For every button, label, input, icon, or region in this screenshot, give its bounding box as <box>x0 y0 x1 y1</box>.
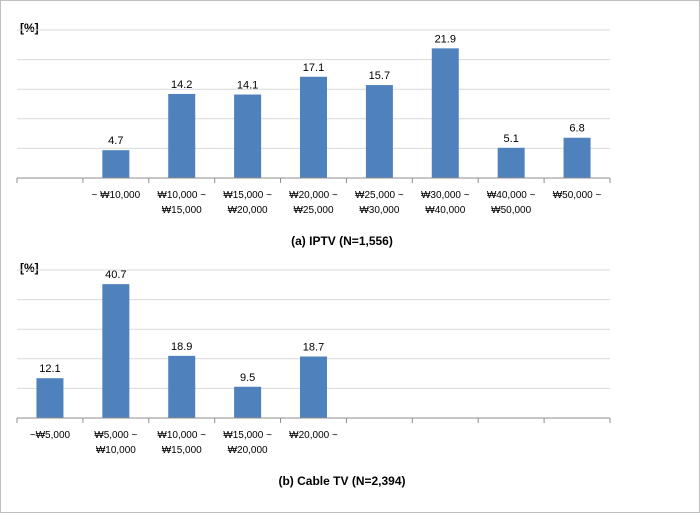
y-unit-label: [%] <box>20 21 39 35</box>
bar <box>563 137 591 178</box>
data-label: 17.1 <box>303 62 324 74</box>
chart-caption: (b) Cable TV (N=2,394) <box>278 474 405 488</box>
chart-panel-iptv: [%] 4.7 14.2 14.1 17.1 15.7 21.9 5.1 6.8 ~ ₩10,… <box>16 21 611 248</box>
data-label: 15.7 <box>369 70 390 82</box>
category-label: ₩50,000 <box>491 205 531 216</box>
chart-panel-cable-tv: [%] 12.1 40.7 18.9 9.5 18.7 ~₩5,000 ₩5,000 ~ ₩… <box>16 261 611 488</box>
bar <box>168 93 196 178</box>
category-label: ₩15,000 <box>162 445 202 456</box>
category-label: ₩10,000 ~ <box>157 430 206 441</box>
bar <box>168 355 196 418</box>
x-axis-ticks <box>16 178 611 183</box>
bar <box>234 386 262 418</box>
bar <box>431 48 459 178</box>
bar-series <box>102 48 591 178</box>
chart-caption: (a) IPTV (N=1,556) <box>291 234 393 248</box>
category-label: ₩20,000 ~ <box>289 430 338 441</box>
category-label: ₩25,000 <box>293 205 333 216</box>
data-labels: 4.7 14.2 14.1 17.1 15.7 21.9 5.1 6.8 <box>108 33 585 147</box>
category-label: ₩25,000 ~ <box>355 190 404 201</box>
category-label: ₩10,000 ~ <box>157 190 206 201</box>
y-unit-label: [%] <box>20 261 39 275</box>
data-label: 5.1 <box>504 133 519 145</box>
category-label: ₩5,000 ~ <box>94 430 137 441</box>
category-label: ~ ₩10,000 <box>92 190 141 201</box>
category-label: ₩15,000 ~ <box>223 190 272 201</box>
category-label: ₩50,000 ~ <box>553 190 602 201</box>
data-label: 40.7 <box>105 269 126 281</box>
category-label: ₩40,000 <box>425 205 465 216</box>
category-label: ₩10,000 <box>96 445 136 456</box>
category-labels: ~₩5,000 ₩5,000 ~ ₩10,000 ₩10,000 ~ ₩15,000 ₩1… <box>30 430 338 456</box>
bar <box>102 284 130 418</box>
data-labels: 12.1 40.7 18.9 9.5 18.7 <box>39 269 324 384</box>
category-label: ₩15,000 <box>162 205 202 216</box>
data-label: 14.1 <box>237 80 258 92</box>
bar <box>497 147 525 178</box>
bar <box>234 94 262 178</box>
bar <box>365 85 393 178</box>
data-label: 9.5 <box>240 372 255 384</box>
category-label: ₩20,000 <box>228 445 268 456</box>
data-label: 6.8 <box>569 123 584 135</box>
category-label: ₩20,000 <box>228 205 268 216</box>
data-label: 21.9 <box>435 33 456 45</box>
bar <box>102 150 130 178</box>
bar-series <box>36 284 327 418</box>
category-label: ₩40,000 ~ <box>487 190 536 201</box>
category-label: ₩15,000 ~ <box>223 430 272 441</box>
data-label: 18.7 <box>303 341 324 353</box>
category-label: ₩30,000 <box>359 205 399 216</box>
category-labels: ~ ₩10,000 ₩10,000 ~ ₩15,000 ₩15,000 ~ ₩20,00… <box>92 190 602 216</box>
bar <box>36 378 64 418</box>
category-label: ₩30,000 ~ <box>421 190 470 201</box>
x-axis-ticks <box>16 418 611 423</box>
data-label: 18.9 <box>171 341 192 353</box>
category-label: ₩20,000 ~ <box>289 190 338 201</box>
bar <box>300 356 327 418</box>
bar <box>300 76 327 178</box>
category-label: ~₩5,000 <box>30 430 71 441</box>
data-label: 14.2 <box>171 79 192 91</box>
data-label: 12.1 <box>39 363 60 375</box>
data-label: 4.7 <box>108 135 123 147</box>
